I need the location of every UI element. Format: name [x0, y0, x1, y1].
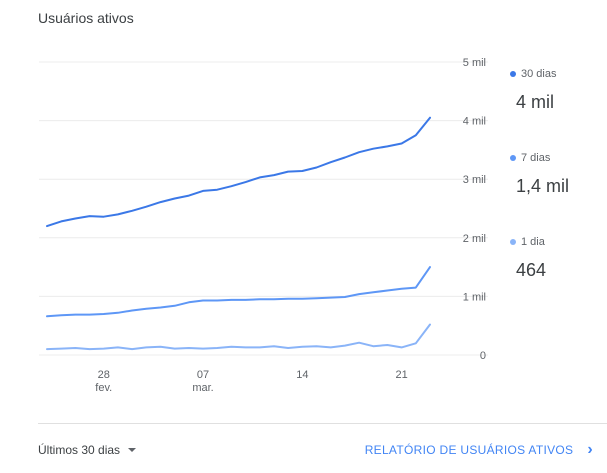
- chart-title: Usuários ativos: [38, 10, 134, 26]
- legend-item-30-days[interactable]: 30 dias 4 mil: [510, 68, 600, 113]
- x-tick-label: 14: [296, 369, 308, 381]
- y-tick-label: 5 mil: [463, 57, 486, 69]
- y-tick-label: 3 mil: [463, 174, 486, 186]
- legend-label-1-day: 1 dia: [521, 236, 545, 248]
- legend-value-1-day: 464: [516, 260, 547, 280]
- legend-item-7-days[interactable]: 7 dias 1,4 mil: [510, 152, 600, 197]
- legend-dot-7-days: [510, 155, 516, 161]
- series-line-1: [46, 266, 431, 318]
- legend-value-7-days: 1,4 mil: [516, 176, 570, 196]
- x-tick-label: 07: [197, 369, 209, 381]
- x-tick-label: 21: [396, 369, 408, 381]
- date-range-label: Últimos 30 dias: [38, 443, 121, 457]
- legend-label-30-days: 30 dias: [521, 68, 557, 80]
- series-line-0: [46, 116, 431, 228]
- x-tick-sublabel: fev.: [95, 382, 112, 394]
- x-tick-label: 28: [98, 369, 110, 381]
- chevron-right-icon: ›: [587, 441, 593, 458]
- caret-down-icon: [128, 448, 137, 452]
- y-tick-label: 1 mil: [463, 291, 486, 303]
- legend-label-7-days: 7 dias: [521, 152, 551, 164]
- y-tick-label: 2 mil: [463, 233, 486, 245]
- footer-divider: [38, 423, 607, 424]
- series-line-2: [46, 323, 431, 351]
- y-tick-label: 4 mil: [463, 116, 486, 128]
- legend-item-1-day[interactable]: 1 dia 464: [510, 236, 600, 281]
- active-users-report-link[interactable]: RELATÓRIO DE USUÁRIOS ATIVOS ›: [365, 441, 593, 459]
- legend-dot-30-days: [510, 71, 516, 77]
- legend-value-30-days: 4 mil: [516, 92, 555, 112]
- report-link-label: RELATÓRIO DE USUÁRIOS ATIVOS: [364, 443, 574, 457]
- date-range-dropdown[interactable]: Últimos 30 dias: [38, 443, 137, 457]
- y-tick-label: 0: [480, 350, 486, 362]
- x-tick-sublabel: mar.: [192, 382, 213, 394]
- legend-dot-1-day: [510, 239, 516, 245]
